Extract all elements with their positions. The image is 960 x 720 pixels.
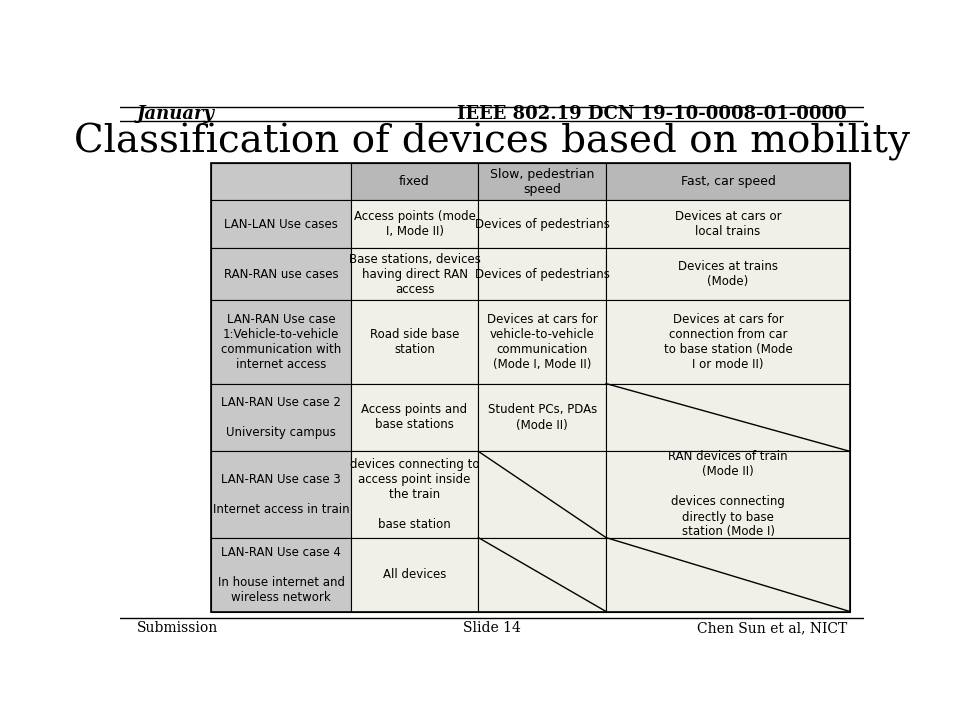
Bar xyxy=(350,300,478,384)
Bar xyxy=(350,451,478,538)
Bar xyxy=(478,538,606,611)
Text: All devices: All devices xyxy=(383,568,446,581)
Text: Devices of pedestrians: Devices of pedestrians xyxy=(475,217,610,230)
Text: Classification of devices based on mobility: Classification of devices based on mobil… xyxy=(74,123,910,161)
Bar xyxy=(211,300,350,384)
Text: LAN-RAN Use case 4

In house internet and
wireless network: LAN-RAN Use case 4 In house internet and… xyxy=(218,546,345,603)
Bar xyxy=(211,163,350,200)
Bar xyxy=(350,538,478,611)
Text: Devices at cars for
connection from car
to base station (Mode
I or mode II): Devices at cars for connection from car … xyxy=(663,313,792,371)
Text: Access points and
base stations: Access points and base stations xyxy=(362,403,468,431)
Text: Fast, car speed: Fast, car speed xyxy=(681,176,776,189)
Bar xyxy=(350,248,478,300)
Bar xyxy=(478,451,606,538)
Bar xyxy=(211,384,350,451)
Bar xyxy=(350,200,478,248)
Bar xyxy=(606,538,850,611)
Bar xyxy=(606,200,850,248)
Bar xyxy=(606,248,850,300)
Text: LAN-RAN Use case 3

Internet access in train: LAN-RAN Use case 3 Internet access in tr… xyxy=(213,473,349,516)
Text: fixed: fixed xyxy=(399,176,430,189)
Bar xyxy=(350,384,478,451)
Text: RAN devices of train
(Mode II)

devices connecting
directly to base
station (Mod: RAN devices of train (Mode II) devices c… xyxy=(668,451,788,539)
Text: LAN-RAN Use case 2

University campus: LAN-RAN Use case 2 University campus xyxy=(221,396,341,439)
Text: RAN-RAN use cases: RAN-RAN use cases xyxy=(224,268,338,281)
Bar xyxy=(606,163,850,200)
Bar xyxy=(606,384,850,451)
Bar xyxy=(211,163,850,611)
Bar xyxy=(606,451,850,538)
Text: IEEE 802.19 DCN 19-10-0008-01-0000: IEEE 802.19 DCN 19-10-0008-01-0000 xyxy=(457,105,847,123)
Text: Submission: Submission xyxy=(137,621,218,636)
Text: Devices at cars or
local trains: Devices at cars or local trains xyxy=(675,210,781,238)
Bar xyxy=(478,163,606,200)
Bar xyxy=(211,538,350,611)
Bar xyxy=(478,200,606,248)
Text: LAN-RAN Use case
1:Vehicle-to-vehicle
communication with
internet access: LAN-RAN Use case 1:Vehicle-to-vehicle co… xyxy=(221,313,341,371)
Bar xyxy=(606,300,850,384)
Text: LAN-LAN Use cases: LAN-LAN Use cases xyxy=(224,217,338,230)
Text: Student PCs, PDAs
(Mode II): Student PCs, PDAs (Mode II) xyxy=(488,403,597,431)
Text: Base stations, devices
having direct RAN
access: Base stations, devices having direct RAN… xyxy=(348,253,480,296)
Text: Devices at trains
(Mode): Devices at trains (Mode) xyxy=(678,260,778,288)
Text: Devices at cars for
vehicle-to-vehicle
communication
(Mode I, Mode II): Devices at cars for vehicle-to-vehicle c… xyxy=(487,313,598,371)
Text: devices connecting to
access point inside
the train

base station: devices connecting to access point insid… xyxy=(349,458,479,531)
Text: Access points (mode
I, Mode II): Access points (mode I, Mode II) xyxy=(353,210,475,238)
Text: Chen Sun et al, NICT: Chen Sun et al, NICT xyxy=(697,621,847,636)
Bar xyxy=(211,248,350,300)
Bar xyxy=(478,300,606,384)
Bar xyxy=(478,248,606,300)
Text: Road side base
station: Road side base station xyxy=(370,328,459,356)
Bar xyxy=(350,163,478,200)
Text: Devices of pedestrians: Devices of pedestrians xyxy=(475,268,610,281)
Bar xyxy=(478,384,606,451)
Text: January: January xyxy=(137,105,215,123)
Bar xyxy=(211,200,350,248)
Text: Slow, pedestrian
speed: Slow, pedestrian speed xyxy=(490,168,594,196)
Text: Slide 14: Slide 14 xyxy=(463,621,521,636)
Bar xyxy=(211,451,350,538)
